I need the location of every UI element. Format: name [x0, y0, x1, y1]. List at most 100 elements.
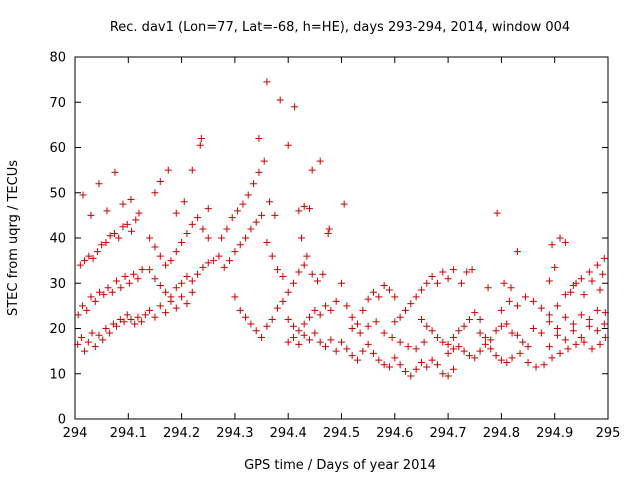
data-point	[572, 340, 580, 348]
data-point	[388, 334, 396, 342]
y-tick-label: 30	[49, 277, 66, 292]
data-point	[444, 275, 452, 283]
data-point	[268, 315, 276, 323]
data-point	[532, 363, 540, 371]
data-point	[76, 261, 84, 269]
data-point	[135, 209, 143, 217]
data-point	[113, 277, 121, 285]
data-point	[540, 361, 548, 369]
data-point	[375, 293, 383, 301]
data-point	[314, 277, 322, 285]
data-point	[529, 297, 537, 305]
data-point	[151, 189, 159, 197]
y-tick-label: 60	[49, 141, 66, 156]
data-point	[290, 322, 298, 330]
data-point	[290, 334, 298, 342]
data-point	[561, 336, 569, 344]
data-point	[343, 345, 351, 353]
data-point	[167, 297, 175, 305]
data-point	[151, 243, 159, 251]
data-point	[412, 345, 420, 353]
data-point	[263, 322, 271, 330]
data-point	[91, 297, 99, 305]
data-point	[263, 239, 271, 247]
data-point	[204, 234, 212, 242]
data-point	[125, 279, 133, 287]
data-point	[404, 343, 412, 351]
data-point	[380, 329, 388, 337]
data-point	[228, 214, 236, 222]
data-point	[600, 254, 608, 262]
data-point	[507, 284, 515, 292]
data-point	[276, 96, 284, 104]
data-point	[258, 334, 266, 342]
data-point	[308, 270, 316, 278]
data-point	[196, 141, 204, 149]
data-point	[134, 275, 142, 283]
data-point	[306, 336, 314, 344]
data-point	[364, 322, 372, 330]
data-point	[138, 318, 146, 326]
data-point	[83, 306, 91, 314]
data-point	[119, 200, 127, 208]
data-point	[516, 349, 524, 357]
data-point	[564, 345, 572, 353]
data-point	[188, 277, 196, 285]
data-point	[545, 343, 553, 351]
data-point	[178, 293, 186, 301]
data-point	[303, 252, 311, 260]
data-point	[204, 259, 212, 267]
data-point	[104, 284, 112, 292]
data-point	[508, 329, 516, 337]
data-point	[247, 320, 255, 328]
data-point	[513, 248, 521, 256]
data-point	[74, 311, 82, 319]
x-tick-label: 294.1	[110, 426, 147, 441]
x-tick-label: 294	[63, 426, 88, 441]
data-point	[449, 365, 457, 373]
data-point	[172, 284, 180, 292]
data-point	[311, 329, 319, 337]
data-point	[556, 349, 564, 357]
x-axis-label: GPS time / Days of year 2014	[244, 458, 436, 473]
data-point	[156, 302, 164, 310]
data-point	[266, 198, 274, 206]
data-point	[359, 347, 367, 355]
data-point	[183, 229, 191, 237]
data-point	[596, 340, 604, 348]
data-point	[210, 257, 218, 265]
data-point	[156, 282, 164, 290]
data-point	[545, 311, 553, 319]
data-point	[162, 309, 170, 317]
data-point	[95, 180, 103, 188]
data-point	[298, 234, 306, 242]
data-point	[188, 288, 196, 296]
data-point	[497, 356, 505, 364]
data-point	[460, 347, 468, 355]
data-point	[223, 225, 231, 233]
data-point	[569, 320, 577, 328]
data-point	[417, 358, 425, 366]
data-point	[585, 268, 593, 276]
data-point	[460, 322, 468, 330]
data-point	[172, 209, 180, 217]
data-point	[375, 356, 383, 364]
x-tick-label: 294.2	[163, 426, 200, 441]
data-point	[545, 318, 553, 326]
data-point	[580, 291, 588, 299]
data-point	[123, 220, 131, 228]
data-point	[308, 166, 316, 174]
data-point	[553, 325, 561, 332]
data-point	[183, 272, 191, 280]
y-axis-label: STEC from uqrg / TECUs	[6, 160, 21, 316]
data-point	[503, 358, 511, 366]
data-point	[231, 248, 239, 256]
data-point	[551, 263, 559, 271]
data-point	[95, 331, 103, 339]
data-point	[476, 315, 484, 323]
data-point	[188, 220, 196, 228]
data-point	[77, 334, 85, 342]
data-point	[343, 302, 351, 310]
data-point	[220, 263, 228, 271]
data-point	[599, 270, 607, 278]
